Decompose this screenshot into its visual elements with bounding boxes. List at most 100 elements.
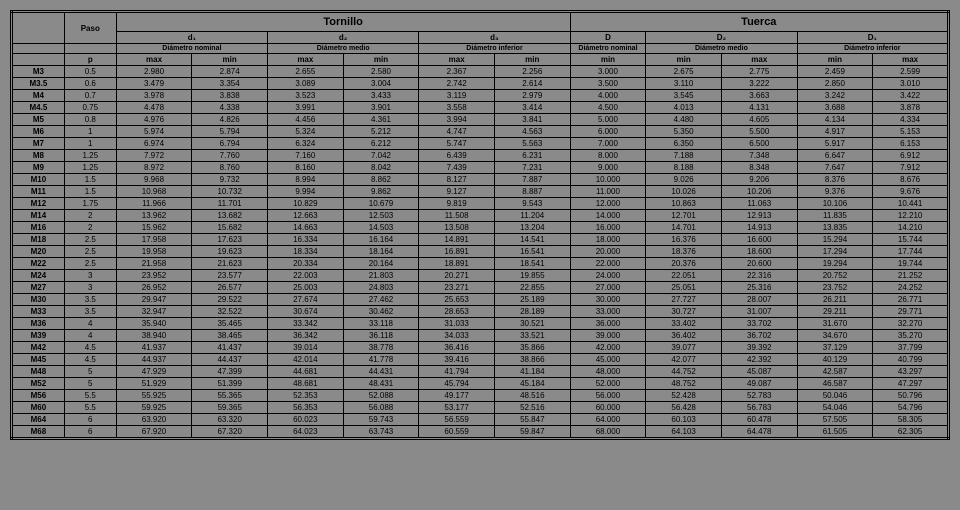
- value-cell: 8.676: [873, 174, 949, 186]
- value-cell: 32.270: [873, 318, 949, 330]
- table-row: M52551.92951.39948.68148.43145.79445.184…: [12, 378, 949, 390]
- row-label: M11: [12, 186, 65, 198]
- row-label: M52: [12, 378, 65, 390]
- value-cell: 23.271: [419, 282, 495, 294]
- value-cell: 47.929: [116, 366, 192, 378]
- value-cell: 29.211: [797, 306, 873, 318]
- value-cell: 8.160: [268, 162, 344, 174]
- value-cell: 31.007: [721, 306, 797, 318]
- value-cell: 36.000: [570, 318, 646, 330]
- value-cell: 51.929: [116, 378, 192, 390]
- table-row: M424.541.93741.43739.01438.77836.41635.8…: [12, 342, 949, 354]
- value-cell: 59.925: [116, 402, 192, 414]
- paso-header: Paso: [64, 12, 116, 44]
- value-cell: 24.803: [343, 282, 419, 294]
- value-cell: 2.614: [494, 78, 570, 90]
- value-cell: 10.968: [116, 186, 192, 198]
- value-cell: 67.320: [192, 426, 268, 439]
- value-cell: 3.838: [192, 90, 268, 102]
- value-cell: 39.077: [646, 342, 722, 354]
- value-cell: 3.878: [873, 102, 949, 114]
- value-cell: 9.376: [797, 186, 873, 198]
- row-label: M64: [12, 414, 65, 426]
- value-cell: 45.184: [494, 378, 570, 390]
- value-cell: 25.003: [268, 282, 344, 294]
- value-cell: 5.350: [646, 126, 722, 138]
- value-cell: 21.803: [343, 270, 419, 282]
- row-label: M45: [12, 354, 65, 366]
- value-cell: 7.042: [343, 150, 419, 162]
- value-cell: 40.129: [797, 354, 873, 366]
- value-cell: 52.516: [494, 402, 570, 414]
- value-cell: 4.456: [268, 114, 344, 126]
- table-row: M615.9745.7945.3245.2124.7474.5636.0005.…: [12, 126, 949, 138]
- value-cell: 12.701: [646, 210, 722, 222]
- row-label: M12: [12, 198, 65, 210]
- value-cell: 7.439: [419, 162, 495, 174]
- row-label: M10: [12, 174, 65, 186]
- value-cell: 22.003: [268, 270, 344, 282]
- row-label: M18: [12, 234, 65, 246]
- value-cell: 15.294: [797, 234, 873, 246]
- pitch-cell: 0.7: [64, 90, 116, 102]
- value-cell: 30.462: [343, 306, 419, 318]
- pitch-cell: 4: [64, 330, 116, 342]
- value-cell: 23.952: [116, 270, 192, 282]
- table-row: M565.555.92555.36552.35352.08849.17748.5…: [12, 390, 949, 402]
- table-row: M303.529.94729.52227.67427.46225.65325.1…: [12, 294, 949, 306]
- value-cell: 10.441: [873, 198, 949, 210]
- value-cell: 42.077: [646, 354, 722, 366]
- row-label: M4: [12, 90, 65, 102]
- value-cell: 22.051: [646, 270, 722, 282]
- value-cell: 17.294: [797, 246, 873, 258]
- value-cell: 4.563: [494, 126, 570, 138]
- value-cell: 2.775: [721, 66, 797, 78]
- value-cell: 10.863: [646, 198, 722, 210]
- row-label: M56: [12, 390, 65, 402]
- value-cell: 33.521: [494, 330, 570, 342]
- value-cell: 4.478: [116, 102, 192, 114]
- value-cell: 64.478: [721, 426, 797, 439]
- value-cell: 21.252: [873, 270, 949, 282]
- value-cell: 2.367: [419, 66, 495, 78]
- value-cell: 6.974: [116, 138, 192, 150]
- value-cell: 44.752: [646, 366, 722, 378]
- value-cell: 17.744: [873, 246, 949, 258]
- table-row: M3.50.63.4793.3543.0893.0042.7422.6143.5…: [12, 78, 949, 90]
- value-cell: 6.000: [570, 126, 646, 138]
- value-cell: 3.010: [873, 78, 949, 90]
- value-cell: 8.760: [192, 162, 268, 174]
- value-cell: 8.887: [494, 186, 570, 198]
- value-cell: 9.862: [343, 186, 419, 198]
- value-cell: 2.874: [192, 66, 268, 78]
- value-cell: 5.974: [116, 126, 192, 138]
- row-label: M8: [12, 150, 65, 162]
- value-cell: 2.850: [797, 78, 873, 90]
- pitch-cell: 4: [64, 318, 116, 330]
- value-cell: 6.153: [873, 138, 949, 150]
- row-label: M20: [12, 246, 65, 258]
- value-cell: 11.835: [797, 210, 873, 222]
- table-row: M454.544.93744.43742.01441.77839.41638.8…: [12, 354, 949, 366]
- value-cell: 3.479: [116, 78, 192, 90]
- value-cell: 8.042: [343, 162, 419, 174]
- table-row: M40.73.9783.8383.5233.4333.1192.9794.000…: [12, 90, 949, 102]
- value-cell: 2.459: [797, 66, 873, 78]
- value-cell: 10.106: [797, 198, 873, 210]
- value-cell: 64.023: [268, 426, 344, 439]
- value-cell: 4.976: [116, 114, 192, 126]
- value-cell: 48.431: [343, 378, 419, 390]
- value-cell: 12.503: [343, 210, 419, 222]
- value-cell: 29.522: [192, 294, 268, 306]
- diam-nominal-t: Diámetro nominal: [116, 44, 267, 54]
- value-cell: 4.134: [797, 114, 873, 126]
- value-cell: 28.189: [494, 306, 570, 318]
- max-h: max: [419, 54, 495, 66]
- value-cell: 54.796: [873, 402, 949, 414]
- value-cell: 3.994: [419, 114, 495, 126]
- value-cell: 4.826: [192, 114, 268, 126]
- value-cell: 3.222: [721, 78, 797, 90]
- value-cell: 21.623: [192, 258, 268, 270]
- value-cell: 25.653: [419, 294, 495, 306]
- value-cell: 2.256: [494, 66, 570, 78]
